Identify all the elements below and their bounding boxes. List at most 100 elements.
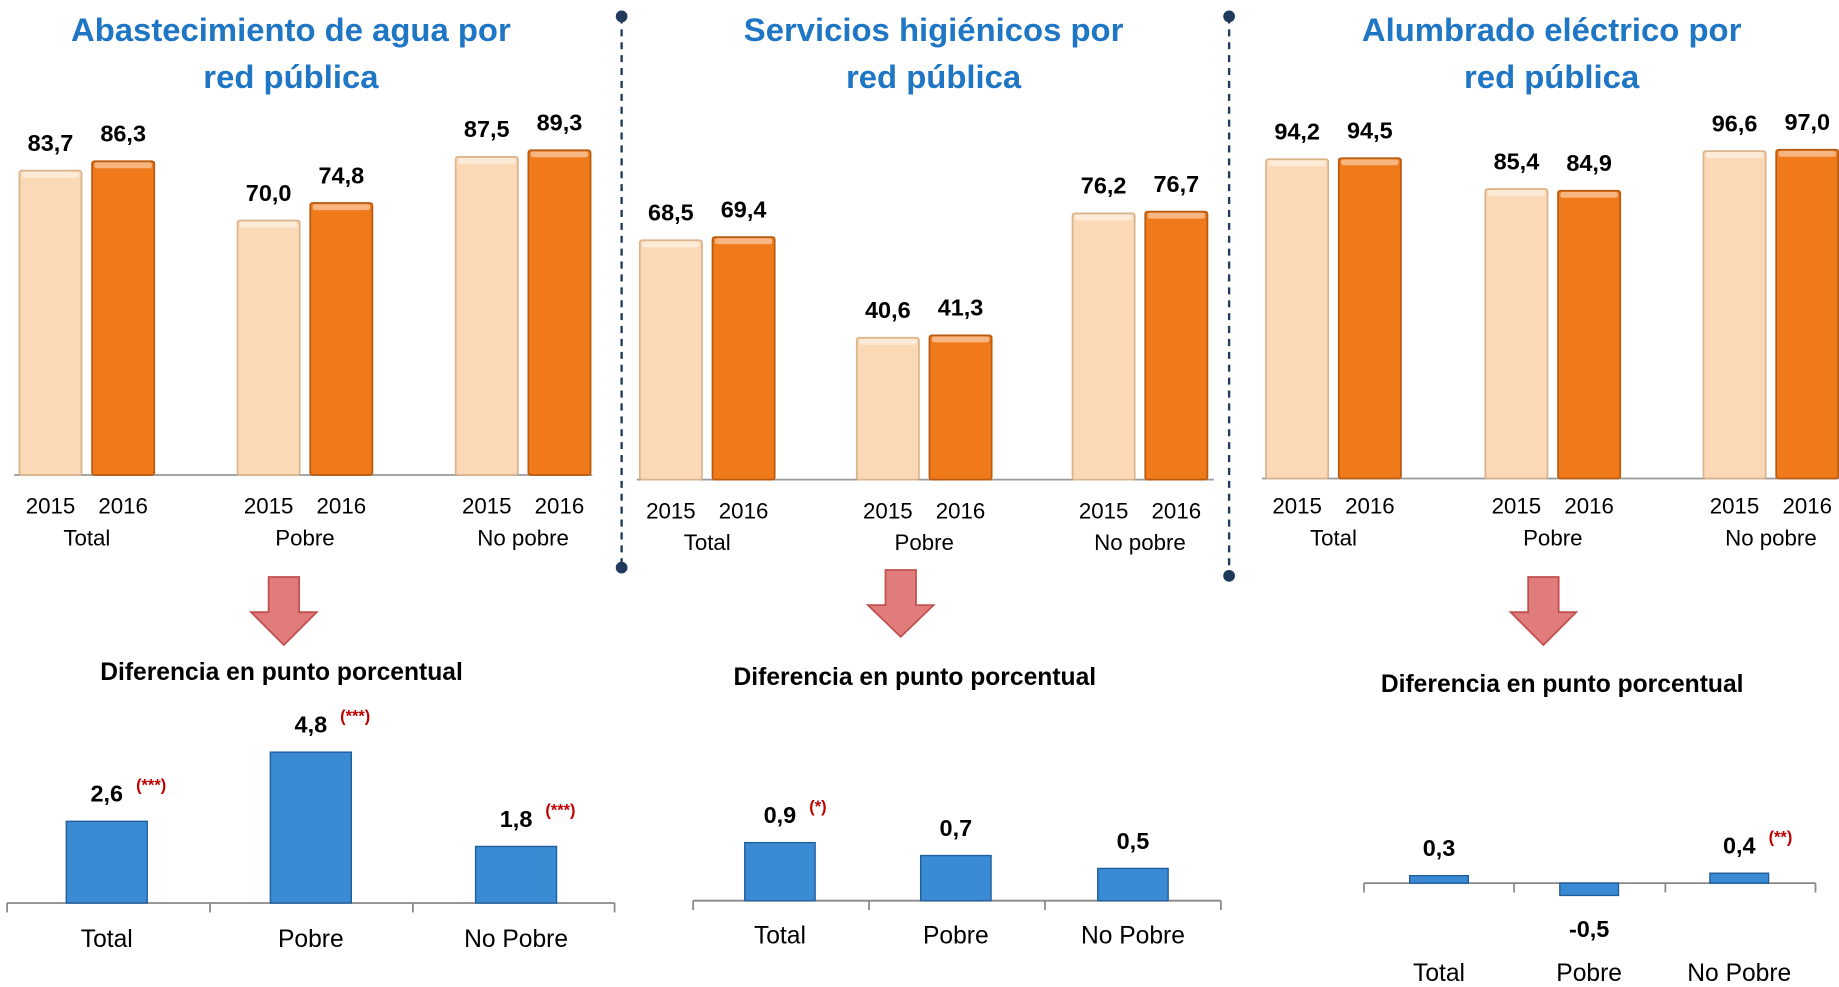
x-tick-label: Pobre (275, 525, 334, 550)
bar-highlight (714, 238, 773, 245)
dividers (615, 10, 1235, 582)
significance-label: (**) (1769, 828, 1793, 846)
chart-title: Abastecimiento de agua por red pública (71, 11, 511, 95)
series-label: 2016 (98, 494, 148, 519)
bar-highlight (312, 204, 371, 211)
bar-highlight (642, 241, 700, 248)
series-label: 2016 (719, 498, 769, 523)
bar (91, 160, 156, 476)
series-label: 2015 (1710, 494, 1760, 519)
divider-dot (615, 561, 628, 574)
series-label: 2016 (1345, 494, 1395, 519)
value-label: 0,3 (1423, 835, 1456, 861)
value-label: 70,0 (246, 180, 292, 206)
bar (744, 841, 816, 902)
value-label: 85,4 (1494, 148, 1540, 174)
bar (1775, 148, 1839, 480)
significance-label: (*) (809, 798, 826, 816)
bar (1484, 188, 1549, 480)
x-tick-label: Total (81, 926, 133, 953)
bar (474, 845, 558, 904)
bar-highlight (239, 221, 298, 228)
series-label: 2016 (936, 498, 986, 523)
x-tick-label: Pobre (1523, 525, 1582, 550)
bar (1702, 150, 1767, 480)
value-label: 86,3 (100, 121, 146, 147)
value-label: 2,6 (90, 781, 123, 807)
chart-title-box: Diferencia en punto porcentual (1381, 671, 1744, 698)
value-label: 41,3 (938, 295, 984, 321)
bar-highlight (1268, 160, 1326, 167)
series-label: 2015 (1272, 494, 1322, 519)
bar (638, 239, 703, 481)
value-label: 0,4 (1723, 833, 1756, 859)
divider-dot (615, 10, 628, 23)
bar-highlight (530, 151, 589, 158)
bar (527, 149, 592, 476)
value-label: 68,5 (648, 200, 694, 226)
significance-label: (***) (545, 802, 575, 820)
value-label: 96,6 (1712, 110, 1758, 136)
bar (1709, 872, 1770, 884)
chart-title-box: Alumbrado eléctrico por red pública (1361, 11, 1742, 95)
series-label: 2016 (535, 494, 585, 519)
value-label: 69,4 (721, 197, 767, 223)
x-tick-label: Pobre (278, 926, 344, 953)
bar-highlight (859, 338, 917, 345)
chart-title-box: Diferencia en punto porcentual (733, 663, 1097, 691)
bar-highlight (1147, 212, 1206, 219)
bar-highlight (458, 158, 516, 164)
value-label: 74,8 (319, 162, 365, 188)
chart-title: Diferencia en punto porcentual (100, 659, 463, 687)
bar (1144, 210, 1209, 481)
series-label: 2016 (1152, 498, 1202, 523)
value-label: 84,9 (1566, 150, 1612, 176)
value-label: 94,2 (1274, 119, 1320, 145)
series-label: 2015 (646, 498, 696, 523)
bar-highlight (931, 336, 990, 343)
series-label: 2015 (1079, 498, 1129, 523)
series-label: 2015 (863, 498, 913, 523)
x-tick-label: No pobre (1094, 530, 1186, 555)
value-label: 83,7 (28, 130, 74, 156)
chart-title: Alumbrado eléctrico por red pública (1361, 11, 1742, 95)
series-label: 2016 (317, 494, 367, 519)
significance-label: (***) (136, 776, 166, 794)
value-label: 1,8 (500, 806, 533, 832)
bar (309, 202, 374, 476)
x-tick-label: Total (1413, 960, 1465, 987)
series-label: 2015 (462, 494, 512, 519)
chart-title: Diferencia en punto porcentual (733, 663, 1097, 691)
x-tick-label: No Pobre (1081, 923, 1185, 950)
chart-title-box: Servicios higiénicos por red pública (743, 11, 1124, 95)
value-label: 0,9 (764, 802, 797, 828)
value-label: 89,3 (537, 110, 583, 136)
bar-highlight (1074, 214, 1133, 221)
value-label: 97,0 (1784, 109, 1830, 135)
bar-highlight (1341, 159, 1399, 166)
bar-highlight (1705, 152, 1764, 159)
x-tick-label: Pobre (894, 530, 953, 555)
bar (1559, 882, 1620, 897)
bar (1265, 158, 1330, 480)
x-tick-label: No Pobre (1687, 960, 1791, 987)
x-tick-label: Total (1310, 525, 1357, 550)
value-label: 40,6 (865, 297, 911, 323)
series-label: 2015 (26, 494, 76, 519)
series-label: 2015 (244, 494, 294, 519)
chart-title: Servicios higiénicos por red pública (743, 11, 1124, 95)
chart-title-box: Abastecimiento de agua por red pública (71, 11, 511, 95)
x-tick-label: No pobre (477, 525, 569, 550)
bar (1337, 157, 1402, 480)
x-tick-label: Total (63, 525, 110, 550)
divider-dot (1223, 10, 1235, 23)
value-label: 76,2 (1081, 173, 1127, 199)
bar-highlight (1487, 190, 1546, 197)
bar-highlight (21, 171, 80, 178)
bar (1097, 867, 1169, 902)
bar (855, 336, 920, 481)
down-arrow (1508, 576, 1579, 647)
value-label: 4,8 (295, 712, 328, 738)
x-tick-label: Pobre (1556, 960, 1622, 987)
